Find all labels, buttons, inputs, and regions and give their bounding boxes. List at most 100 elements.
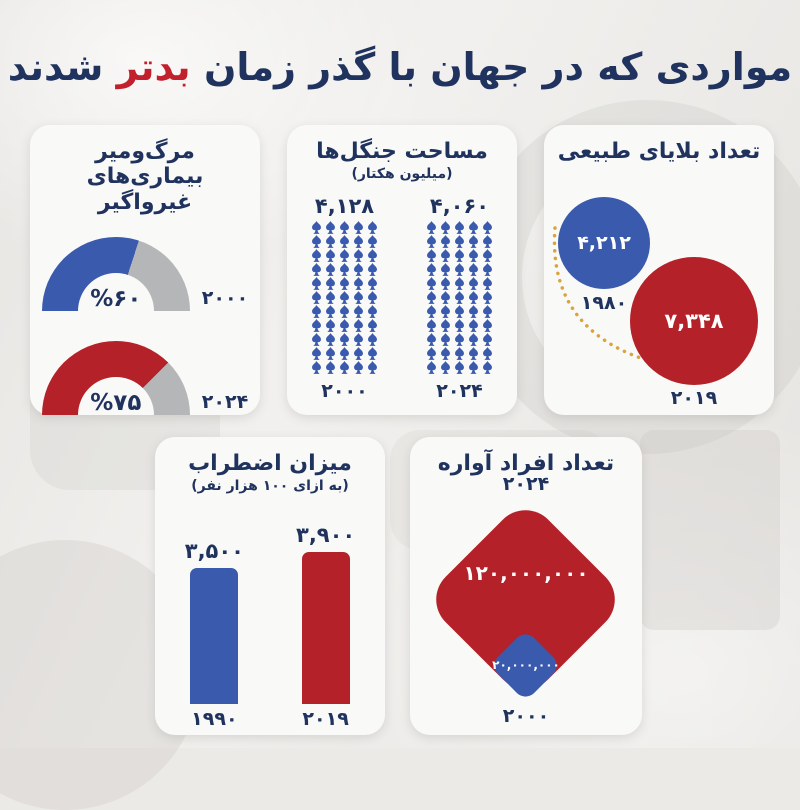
diamond-year-2024: ۲۰۲۴ bbox=[502, 473, 550, 495]
tree-icon bbox=[469, 291, 478, 305]
tree-icon bbox=[368, 319, 377, 333]
tree-icon bbox=[340, 291, 349, 305]
tree-icon bbox=[340, 235, 349, 249]
tree-icon bbox=[354, 347, 363, 361]
tree-icon bbox=[354, 333, 363, 347]
tree-icon bbox=[441, 361, 450, 375]
tree-icon-grid-2024 bbox=[425, 221, 494, 375]
tree-icon bbox=[326, 221, 335, 235]
tree-icon bbox=[469, 221, 478, 235]
card-ncd-title: مرگ‌ومیر بیماری‌های غیرواگیر bbox=[38, 139, 252, 215]
tree-icon bbox=[455, 235, 464, 249]
tree-icon bbox=[469, 305, 478, 319]
bubble-2019: ۷,۳۴۸ bbox=[630, 257, 758, 385]
tree-icon bbox=[483, 319, 492, 333]
forest-year-2000: ۲۰۰۰ bbox=[321, 380, 368, 403]
tree-icon bbox=[427, 361, 436, 375]
forest-value-2000: ۴,۱۲۸ bbox=[314, 194, 375, 219]
card-forest-area: مساحت جنگل‌ها (میلیون هکتار) ۴,۱۲۸ ۲۰۰۰ … bbox=[287, 125, 517, 415]
tree-icon bbox=[312, 347, 321, 361]
tree-icon bbox=[340, 263, 349, 277]
bar-value-2019: ۳,۹۰۰ bbox=[296, 523, 356, 548]
anxiety-bar-chart: ۳,۵۰۰ ۱۹۹۰ ۳,۹۰۰ ۲۰۱۹ bbox=[155, 518, 385, 730]
tree-icon bbox=[455, 333, 464, 347]
bar-year-1990: ۱۹۹۰ bbox=[191, 708, 238, 731]
tree-icon bbox=[340, 347, 349, 361]
tree-icon bbox=[469, 333, 478, 347]
card-anxiety-level: میزان اضطراب (به ازای ۱۰۰ هزار نفر) ۳,۵۰… bbox=[155, 437, 385, 735]
gauge-value-2000: %۶۰ bbox=[90, 285, 142, 312]
tree-icon bbox=[368, 263, 377, 277]
tree-icon bbox=[326, 277, 335, 291]
diamond-value-2000: ۲۰,۰۰۰,۰۰۰ bbox=[492, 658, 560, 672]
tree-icon bbox=[312, 221, 321, 235]
tree-icon bbox=[427, 235, 436, 249]
tree-icon bbox=[326, 305, 335, 319]
gauge-year-2024: ۲۰۲۴ bbox=[201, 390, 249, 413]
bar-value-1990: ۳,۵۰۰ bbox=[184, 539, 244, 564]
card-disasters-title: تعداد بلایای طبیعی bbox=[557, 139, 761, 164]
tree-icon bbox=[326, 319, 335, 333]
top-card-row: مرگ‌ومیر بیماری‌های غیرواگیر %۶۰ ۲۰۰۰ %۷… bbox=[30, 125, 774, 416]
bar-year-2019: ۲۰۱۹ bbox=[302, 708, 349, 731]
tree-icon bbox=[368, 277, 377, 291]
tree-icon bbox=[326, 333, 335, 347]
tree-icon bbox=[469, 277, 478, 291]
tree-icon bbox=[427, 333, 436, 347]
card-forest-title: مساحت جنگل‌ها bbox=[316, 139, 488, 164]
tree-icon bbox=[455, 249, 464, 263]
card-displaced-title: تعداد افراد آواره bbox=[437, 451, 615, 476]
title-prefix: مواردی که در جهان با گذر زمان bbox=[203, 45, 793, 90]
tree-icon bbox=[427, 347, 436, 361]
tree-icon bbox=[469, 249, 478, 263]
tree-icon bbox=[427, 277, 436, 291]
tree-icon bbox=[441, 235, 450, 249]
tree-icon bbox=[368, 249, 377, 263]
bottom-card-row: میزان اضطراب (به ازای ۱۰۰ هزار نفر) ۳,۵۰… bbox=[155, 437, 642, 735]
tree-icon bbox=[368, 235, 377, 249]
tree-icon bbox=[427, 263, 436, 277]
tree-icon bbox=[427, 319, 436, 333]
tree-icon bbox=[455, 361, 464, 375]
forest-value-2024: ۴,۰۶۰ bbox=[429, 194, 490, 219]
tree-icon bbox=[340, 333, 349, 347]
gauge-year-2000: ۲۰۰۰ bbox=[201, 286, 249, 309]
tree-icon bbox=[312, 305, 321, 319]
tree-icon bbox=[455, 277, 464, 291]
tree-icon bbox=[312, 361, 321, 375]
tree-icon bbox=[483, 347, 492, 361]
tree-icon bbox=[483, 291, 492, 305]
card-displaced-people: تعداد افراد آواره ۲۰۲۴ ۱۲۰,۰۰۰,۰۰۰ ۲۰,۰۰… bbox=[410, 437, 642, 735]
forest-year-2024: ۲۰۲۴ bbox=[436, 380, 483, 403]
tree-icon bbox=[312, 277, 321, 291]
diamond-value-2024: ۱۲۰,۰۰۰,۰۰۰ bbox=[463, 561, 589, 585]
page-title: مواردی که در جهان با گذر زمان بدتر شدند bbox=[0, 45, 800, 89]
tree-icon bbox=[455, 347, 464, 361]
tree-icon bbox=[441, 305, 450, 319]
card-ncd-title-line1: مرگ‌ومیر bbox=[95, 139, 195, 164]
bar-group-2019: ۳,۹۰۰ ۲۰۱۹ bbox=[296, 523, 355, 730]
diamond-year-2000: ۲۰۰۰ bbox=[502, 705, 550, 727]
tree-icon bbox=[469, 347, 478, 361]
bubble-value-2019: ۷,۳۴۸ bbox=[664, 309, 724, 333]
tree-icon bbox=[368, 291, 377, 305]
tree-icon bbox=[354, 277, 363, 291]
tree-icon bbox=[326, 291, 335, 305]
watermark-shape bbox=[640, 430, 780, 630]
tree-icon bbox=[326, 249, 335, 263]
tree-icon bbox=[368, 347, 377, 361]
tree-icon bbox=[441, 291, 450, 305]
tree-icon bbox=[427, 305, 436, 319]
tree-icon bbox=[441, 263, 450, 277]
tree-icon bbox=[312, 235, 321, 249]
tree-icon bbox=[354, 361, 363, 375]
tree-icon bbox=[354, 221, 363, 235]
tree-icon bbox=[455, 263, 464, 277]
tree-icon bbox=[427, 249, 436, 263]
tree-icon bbox=[354, 235, 363, 249]
tree-icon bbox=[312, 333, 321, 347]
tree-icon bbox=[340, 277, 349, 291]
tree-icon bbox=[312, 249, 321, 263]
tree-icon bbox=[441, 319, 450, 333]
tree-icon bbox=[326, 235, 335, 249]
